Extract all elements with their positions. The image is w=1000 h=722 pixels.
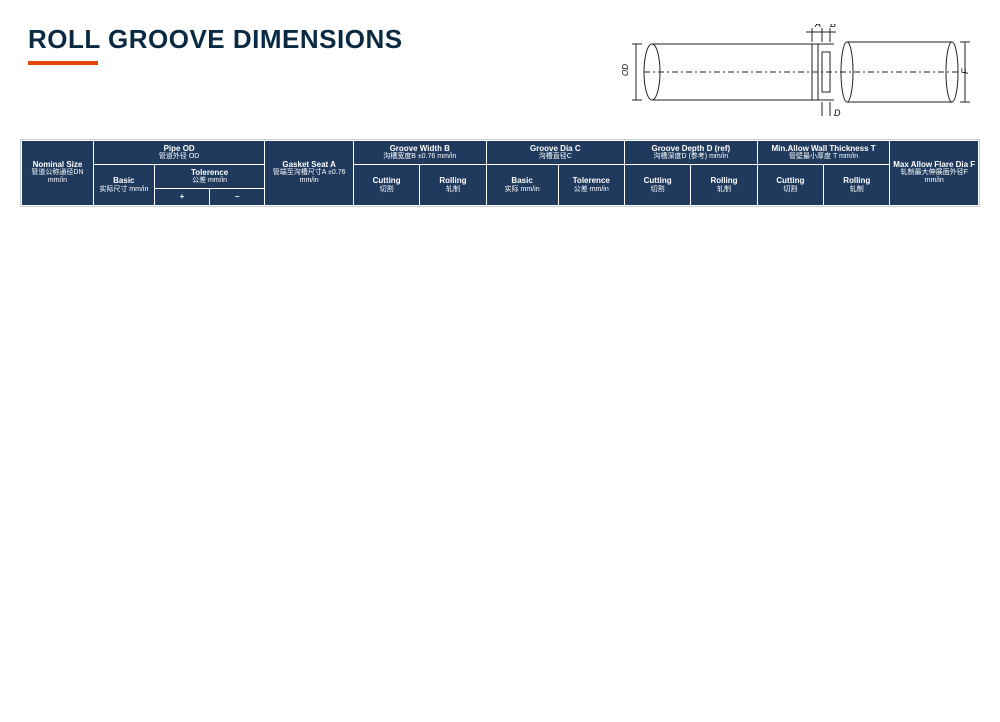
label-OD: OD bbox=[622, 64, 630, 76]
page-title: ROLL GROOVE DIMENSIONS bbox=[28, 24, 403, 55]
dimensions-table-wrap: Nominal Size管道公称通径DN mm/in Pipe OD管道外径 O… bbox=[20, 139, 980, 207]
groove-diagram: A B OD D F bbox=[622, 24, 972, 119]
title-underline bbox=[28, 61, 98, 65]
title-block: ROLL GROOVE DIMENSIONS bbox=[28, 24, 403, 65]
dimensions-table: Nominal Size管道公称通径DN mm/in Pipe OD管道外径 O… bbox=[21, 140, 979, 206]
table-header: Nominal Size管道公称通径DN mm/in Pipe OD管道外径 O… bbox=[22, 141, 979, 206]
label-A: A bbox=[814, 24, 821, 29]
label-D: D bbox=[834, 108, 841, 118]
label-B: B bbox=[830, 24, 836, 29]
label-F: F bbox=[960, 68, 970, 74]
